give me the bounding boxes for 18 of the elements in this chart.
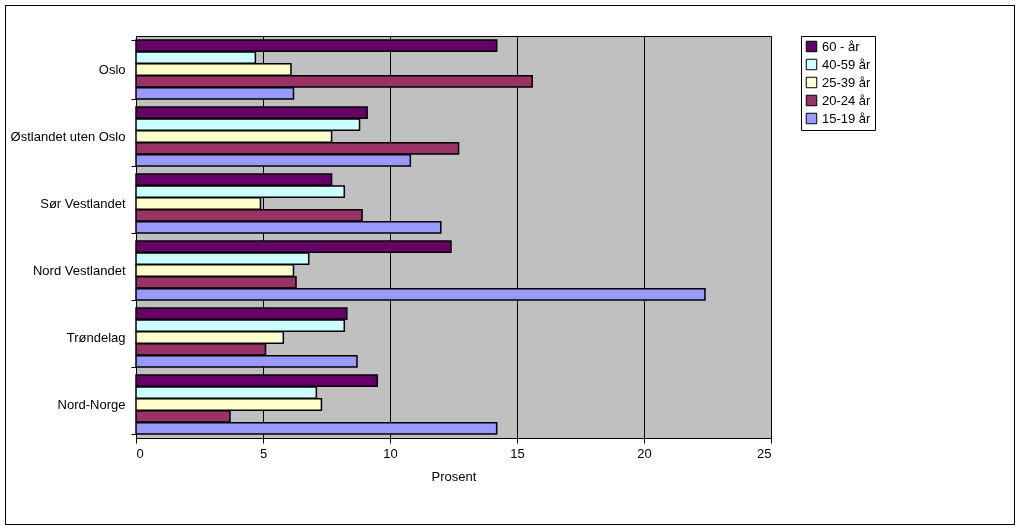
y-tick-label: Nord-Norge <box>57 397 126 412</box>
y-tick-label: Trøndelag <box>66 330 126 345</box>
y-tick-label: Østlandet uten Oslo <box>10 129 126 144</box>
y-tick-label: Nord Vestlandet <box>32 263 126 278</box>
legend-label: 60 - år <box>822 38 861 54</box>
x-tick-label: 0 <box>136 445 144 461</box>
x-tick-label: 25 <box>757 445 772 461</box>
x-tick-label: 15 <box>510 445 525 461</box>
x-tick-label: 10 <box>383 445 398 461</box>
legend-label: 25-39 år <box>822 74 872 90</box>
x-tick-label: 20 <box>637 445 652 461</box>
y-tick-label: Sør Vestlandet <box>40 196 126 211</box>
x-axis-title: Prosent <box>431 468 477 484</box>
legend-label: 15-19 år <box>822 110 872 126</box>
legend-label: 20-24 år <box>822 92 872 108</box>
y-tick-label: Oslo <box>98 62 126 77</box>
legend-label: 40-59 år <box>822 56 872 72</box>
x-tick-label: 5 <box>259 445 268 461</box>
